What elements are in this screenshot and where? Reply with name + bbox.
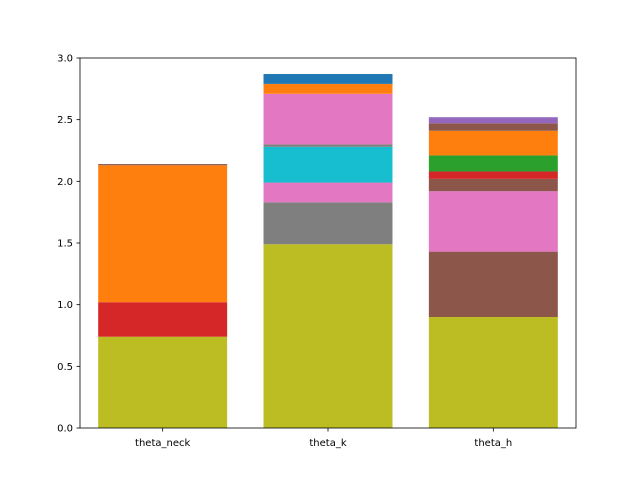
axes-layer: 0.0 0.5 1.0 1.5 2.0 2.5 3.0 theta_neck theta_k th…: [57, 54, 577, 449]
bar-segment-theta_h-4: [428, 171, 558, 179]
bars-layer: [98, 74, 558, 428]
bar-segment-theta_neck-2: [98, 165, 228, 303]
bar-segment-theta_neck-1: [98, 302, 228, 337]
bar-segment-theta_k-5: [263, 93, 393, 145]
bar-segment-theta_k-2: [263, 182, 393, 203]
y-tick-label: 3.0: [57, 54, 73, 65]
y-tick-label: 2.0: [57, 177, 73, 188]
bar-segment-theta_k-7: [263, 74, 393, 84]
y-tick-label: 0.5: [57, 362, 73, 373]
x-tick-label: theta_h: [474, 438, 512, 449]
bar-segment-theta_h-2: [428, 191, 558, 252]
bar-segment-theta_k-6: [263, 83, 393, 94]
x-tick-label: theta_k: [309, 438, 346, 449]
y-tick-label: 0.0: [57, 424, 73, 435]
bar-segment-theta_h-5: [428, 155, 558, 172]
bar-segment-theta_k-4: [263, 144, 393, 147]
bar-segment-theta_neck-3: [98, 164, 228, 166]
y-tick-label: 1.0: [57, 300, 73, 311]
bar-segment-theta_k-3: [263, 146, 393, 183]
y-tick-label: 2.5: [57, 115, 73, 126]
bar-segment-theta_h-0: [428, 317, 558, 428]
bar-segment-theta_h-8: [428, 117, 558, 124]
bar-segment-theta_h-7: [428, 123, 558, 131]
bar-segment-theta_h-3: [428, 178, 558, 192]
bar-segment-theta_h-6: [428, 130, 558, 156]
bar-segment-theta_k-0: [263, 244, 393, 428]
y-tick-label: 1.5: [57, 239, 73, 250]
bar-segment-theta_h-1: [428, 251, 558, 317]
x-tick-label: theta_neck: [135, 438, 190, 449]
bar-segment-theta_k-1: [263, 202, 393, 245]
bar-segment-theta_neck-0: [98, 336, 228, 428]
